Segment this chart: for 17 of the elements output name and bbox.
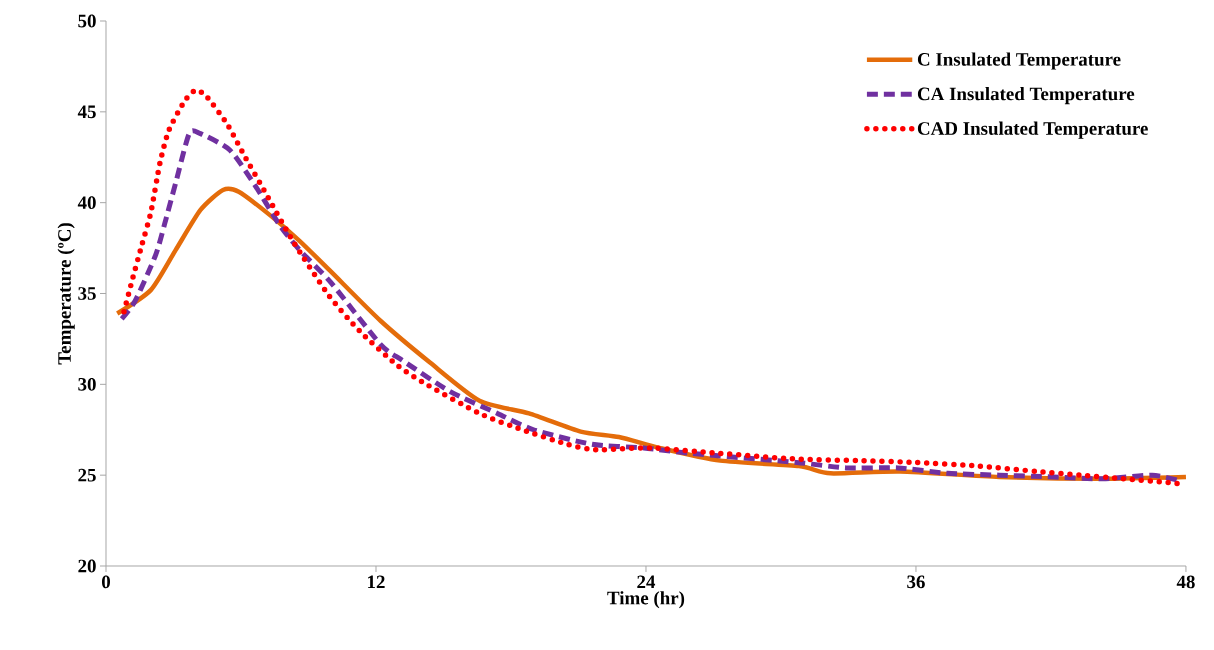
legend-label: CAD Insulated Temperature [917,121,1148,139]
legend-label: C Insulated Temperature [917,52,1121,70]
x-axis-title: Time (hr) [607,591,685,609]
y-tick-label: 20 [78,559,96,573]
x-tick-label: 48 [1176,575,1195,589]
y-tick-label: 45 [77,105,96,119]
x-tick-label: 24 [637,575,656,589]
legend-label: CA Insulated Temperature [917,87,1135,105]
y-tick-label: 30 [78,377,96,391]
y-tick-label: 35 [78,287,96,300]
y-tick-label: 25 [78,468,96,482]
y-axis-title: Temperature (ºC) [57,223,75,365]
y-tick-label: 40 [77,196,96,210]
x-tick-label: 0 [101,575,110,589]
x-tick-label: 12 [368,575,385,589]
x-tick-label: 36 [907,575,925,589]
y-tick-label: 50 [78,14,96,28]
